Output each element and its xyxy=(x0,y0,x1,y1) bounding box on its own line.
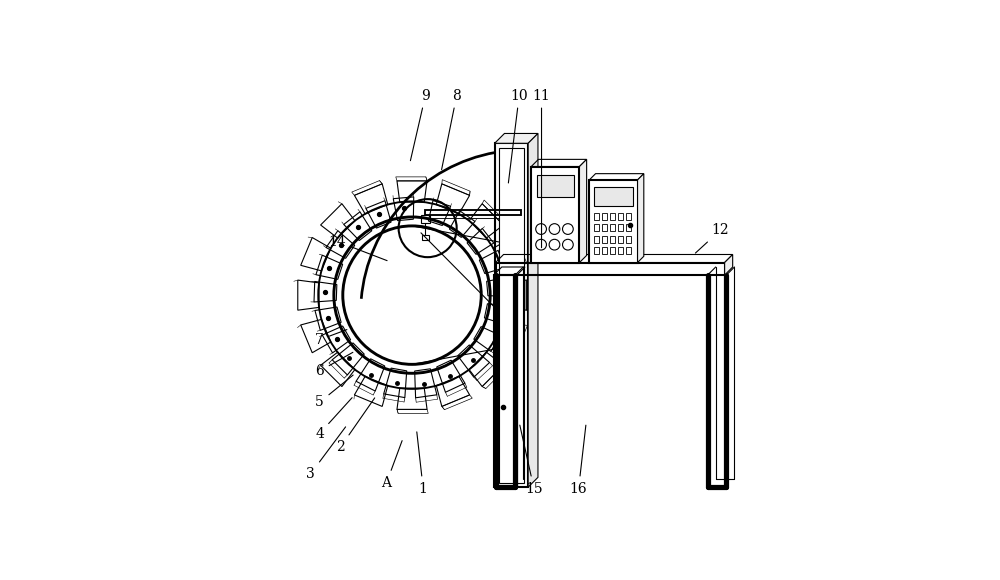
Text: 12: 12 xyxy=(695,223,729,253)
Bar xyxy=(537,175,574,197)
Text: A: A xyxy=(382,441,402,490)
Bar xyxy=(610,235,615,243)
Bar xyxy=(421,215,430,223)
Bar xyxy=(602,235,607,243)
Bar xyxy=(594,247,599,255)
Bar xyxy=(589,180,638,263)
Bar xyxy=(626,224,631,231)
Bar xyxy=(626,235,631,243)
Polygon shape xyxy=(528,133,538,487)
Bar xyxy=(610,224,615,231)
Bar xyxy=(610,212,615,220)
Polygon shape xyxy=(638,173,644,263)
Text: 2: 2 xyxy=(336,398,375,454)
Bar xyxy=(594,187,633,206)
Bar xyxy=(626,247,631,255)
Bar xyxy=(422,235,429,240)
Polygon shape xyxy=(725,255,733,275)
Text: 10: 10 xyxy=(508,89,528,183)
Text: 8: 8 xyxy=(442,89,461,169)
Text: 16: 16 xyxy=(570,425,587,495)
Text: 4: 4 xyxy=(315,398,352,441)
Bar xyxy=(602,224,607,231)
Bar xyxy=(496,263,725,275)
Bar xyxy=(618,247,623,255)
Text: 7: 7 xyxy=(315,329,347,347)
Bar xyxy=(618,212,623,220)
Bar xyxy=(499,148,524,483)
Text: 3: 3 xyxy=(306,427,346,481)
Text: 11: 11 xyxy=(533,89,550,248)
Bar xyxy=(494,275,517,487)
Text: 6: 6 xyxy=(315,352,353,378)
Bar xyxy=(610,247,615,255)
Text: 9: 9 xyxy=(410,89,430,161)
Bar xyxy=(618,235,623,243)
Bar xyxy=(594,224,599,231)
Text: 14: 14 xyxy=(329,234,387,260)
Bar xyxy=(626,212,631,220)
Bar xyxy=(618,224,623,231)
Bar xyxy=(602,212,607,220)
Bar xyxy=(531,166,579,263)
Bar xyxy=(602,247,607,255)
Polygon shape xyxy=(579,160,587,263)
Text: 15: 15 xyxy=(520,425,543,495)
Text: 5: 5 xyxy=(315,375,353,409)
Bar xyxy=(594,212,599,220)
Bar xyxy=(594,235,599,243)
Bar xyxy=(425,209,521,215)
Bar xyxy=(495,143,528,487)
Text: 1: 1 xyxy=(417,432,428,495)
Polygon shape xyxy=(495,133,538,143)
